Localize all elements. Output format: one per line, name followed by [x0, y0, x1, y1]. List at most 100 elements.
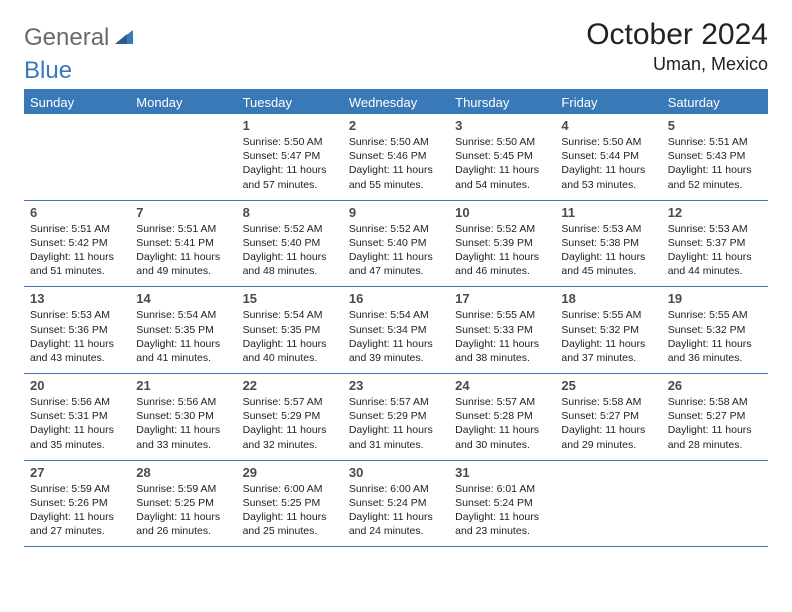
sunrise-line: Sunrise: 6:00 AM	[349, 482, 443, 496]
day-cell: 21Sunrise: 5:56 AMSunset: 5:30 PMDayligh…	[130, 374, 236, 460]
sunset-line: Sunset: 5:32 PM	[561, 323, 655, 337]
sunrise-line: Sunrise: 5:54 AM	[243, 308, 337, 322]
sunset-line: Sunset: 5:35 PM	[136, 323, 230, 337]
day-number: 24	[455, 378, 549, 393]
day-cell	[555, 461, 661, 547]
day-cell: 18 Sunrise: 5:55 AMSunset: 5:32 PMDayligh…	[555, 287, 661, 373]
week-row: 6Sunrise: 5:51 AMSunset: 5:42 PMDaylight…	[24, 201, 768, 288]
sunrise-line: Sunrise: 5:50 AM	[561, 135, 655, 149]
day-number: 19	[668, 291, 762, 306]
sunset-line: Sunset: 5:30 PM	[136, 409, 230, 423]
daylight-line: Daylight: 11 hours and 24 minutes.	[349, 510, 443, 538]
day-number: 22	[243, 378, 337, 393]
daylight-line: Daylight: 11 hours and 25 minutes.	[243, 510, 337, 538]
sunrise-line: Sunrise: 5:56 AM	[136, 395, 230, 409]
sunrise-line: Sunrise: 5:51 AM	[136, 222, 230, 236]
sunset-line: Sunset: 5:27 PM	[561, 409, 655, 423]
day-cell: 13Sunrise: 5:53 AMSunset: 5:36 PMDayligh…	[24, 287, 130, 373]
weekday-header: Saturday	[662, 91, 768, 114]
daylight-line: Daylight: 11 hours and 44 minutes.	[668, 250, 762, 278]
day-cell: 31Sunrise: 6:01 AMSunset: 5:24 PMDayligh…	[449, 461, 555, 547]
daylight-line: Daylight: 11 hours and 38 minutes.	[455, 337, 549, 365]
day-cell: 26Sunrise: 5:58 AMSunset: 5:27 PMDayligh…	[662, 374, 768, 460]
day-cell: 25Sunrise: 5:58 AMSunset: 5:27 PMDayligh…	[555, 374, 661, 460]
sunset-line: Sunset: 5:46 PM	[349, 149, 443, 163]
logo-text-blue: Blue	[24, 57, 72, 85]
daylight-line: Daylight: 11 hours and 43 minutes.	[30, 337, 124, 365]
title-block: October 2024 Uman, Mexico	[586, 18, 768, 75]
day-number: 17	[455, 291, 549, 306]
day-number: 30	[349, 465, 443, 480]
sunset-line: Sunset: 5:29 PM	[243, 409, 337, 423]
sunrise-line: Sunrise: 5:54 AM	[349, 308, 443, 322]
calendar: SundayMondayTuesdayWednesdayThursdayFrid…	[24, 89, 768, 547]
sunset-line: Sunset: 5:24 PM	[455, 496, 549, 510]
day-cell: 11Sunrise: 5:53 AMSunset: 5:38 PMDayligh…	[555, 201, 661, 287]
daylight-line: Daylight: 11 hours and 27 minutes.	[30, 510, 124, 538]
day-number: 29	[243, 465, 337, 480]
sunrise-line: Sunrise: 5:55 AM	[455, 308, 549, 322]
daylight-line: Daylight: 11 hours and 49 minutes.	[136, 250, 230, 278]
day-number: 8	[243, 205, 337, 220]
weekday-header: Sunday	[24, 91, 130, 114]
sunset-line: Sunset: 5:47 PM	[243, 149, 337, 163]
daylight-line: Daylight: 11 hours and 51 minutes.	[30, 250, 124, 278]
month-title: October 2024	[586, 18, 768, 52]
day-number: 10	[455, 205, 549, 220]
daylight-line: Daylight: 11 hours and 46 minutes.	[455, 250, 549, 278]
logo: General	[24, 18, 137, 52]
location: Uman, Mexico	[586, 54, 768, 75]
sunrise-line: Sunrise: 5:58 AM	[561, 395, 655, 409]
day-cell: 3Sunrise: 5:50 AMSunset: 5:45 PMDaylight…	[449, 114, 555, 200]
week-row: 1Sunrise: 5:50 AMSunset: 5:47 PMDaylight…	[24, 114, 768, 201]
day-cell: 1Sunrise: 5:50 AMSunset: 5:47 PMDaylight…	[237, 114, 343, 200]
day-cell	[24, 114, 130, 200]
daylight-line: Daylight: 11 hours and 47 minutes.	[349, 250, 443, 278]
sunset-line: Sunset: 5:34 PM	[349, 323, 443, 337]
day-cell: 20Sunrise: 5:56 AMSunset: 5:31 PMDayligh…	[24, 374, 130, 460]
day-cell: 5Sunrise: 5:51 AMSunset: 5:43 PMDaylight…	[662, 114, 768, 200]
day-cell: 4Sunrise: 5:50 AMSunset: 5:44 PMDaylight…	[555, 114, 661, 200]
day-number: 27	[30, 465, 124, 480]
daylight-line: Daylight: 11 hours and 40 minutes.	[243, 337, 337, 365]
day-cell: 10Sunrise: 5:52 AMSunset: 5:39 PMDayligh…	[449, 201, 555, 287]
day-number: 18	[561, 291, 655, 306]
sunrise-line: Sunrise: 5:52 AM	[455, 222, 549, 236]
day-number: 2	[349, 118, 443, 133]
sunrise-line: Sunrise: 5:57 AM	[349, 395, 443, 409]
day-number: 4	[561, 118, 655, 133]
day-cell	[662, 461, 768, 547]
daylight-line: Daylight: 11 hours and 57 minutes.	[243, 163, 337, 191]
day-cell	[130, 114, 236, 200]
sunset-line: Sunset: 5:37 PM	[668, 236, 762, 250]
weeks-container: 1Sunrise: 5:50 AMSunset: 5:47 PMDaylight…	[24, 114, 768, 547]
day-cell: 19Sunrise: 5:55 AMSunset: 5:32 PMDayligh…	[662, 287, 768, 373]
sunset-line: Sunset: 5:33 PM	[455, 323, 549, 337]
day-cell: 8Sunrise: 5:52 AMSunset: 5:40 PMDaylight…	[237, 201, 343, 287]
logo-sail-icon	[113, 26, 135, 51]
day-number: 3	[455, 118, 549, 133]
sunrise-line: Sunrise: 5:59 AM	[30, 482, 124, 496]
sunset-line: Sunset: 5:42 PM	[30, 236, 124, 250]
sunrise-line: Sunrise: 5:53 AM	[561, 222, 655, 236]
weekday-header: Thursday	[449, 91, 555, 114]
daylight-line: Daylight: 11 hours and 54 minutes.	[455, 163, 549, 191]
sunset-line: Sunset: 5:41 PM	[136, 236, 230, 250]
weekday-header: Friday	[555, 91, 661, 114]
daylight-line: Daylight: 11 hours and 35 minutes.	[30, 423, 124, 451]
daylight-line: Daylight: 11 hours and 37 minutes.	[561, 337, 655, 365]
sunset-line: Sunset: 5:40 PM	[243, 236, 337, 250]
sunset-line: Sunset: 5:32 PM	[668, 323, 762, 337]
sunset-line: Sunset: 5:43 PM	[668, 149, 762, 163]
daylight-line: Daylight: 11 hours and 28 minutes.	[668, 423, 762, 451]
week-row: 27Sunrise: 5:59 AMSunset: 5:26 PMDayligh…	[24, 461, 768, 548]
sunrise-line: Sunrise: 5:55 AM	[561, 308, 655, 322]
sunrise-line: Sunrise: 5:50 AM	[349, 135, 443, 149]
weekday-header: Tuesday	[237, 91, 343, 114]
sunset-line: Sunset: 5:25 PM	[136, 496, 230, 510]
day-cell: 6Sunrise: 5:51 AMSunset: 5:42 PMDaylight…	[24, 201, 130, 287]
day-number: 13	[30, 291, 124, 306]
day-cell: 22Sunrise: 5:57 AMSunset: 5:29 PMDayligh…	[237, 374, 343, 460]
day-cell: 23Sunrise: 5:57 AMSunset: 5:29 PMDayligh…	[343, 374, 449, 460]
daylight-line: Daylight: 11 hours and 33 minutes.	[136, 423, 230, 451]
